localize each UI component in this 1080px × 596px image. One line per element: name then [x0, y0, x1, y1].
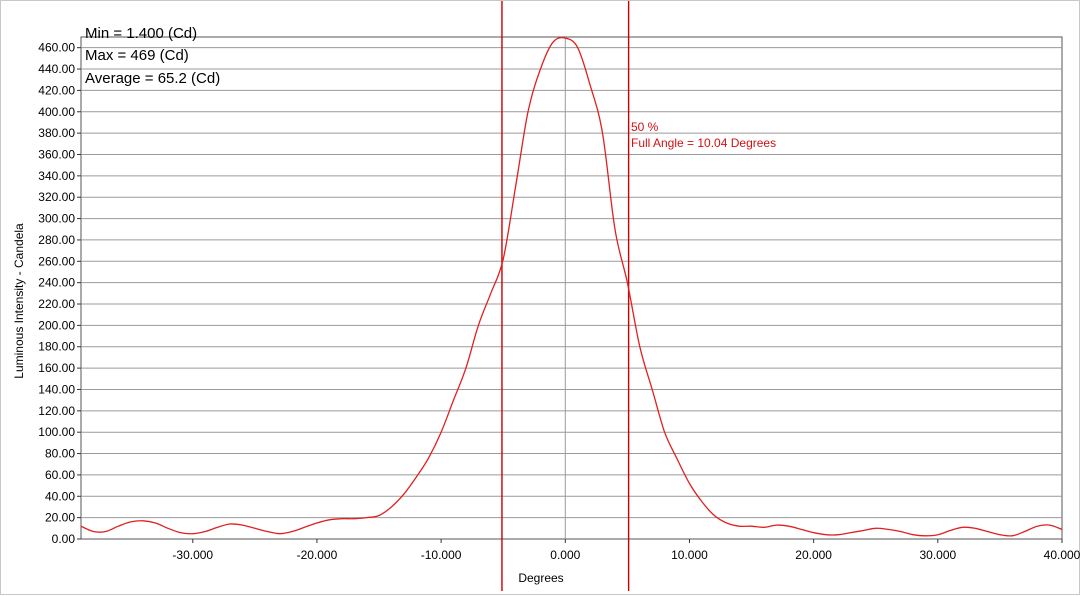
- y-tick-label: 380.00: [38, 126, 75, 140]
- y-tick-label: 180.00: [38, 340, 75, 354]
- y-tick-label: 140.00: [38, 382, 75, 396]
- y-tick-label: 220.00: [38, 297, 75, 311]
- y-tick-label: 360.00: [38, 147, 75, 161]
- x-axis-label: Degrees: [518, 571, 564, 585]
- y-tick-label: 60.00: [45, 468, 75, 482]
- x-tick-label: 20.000: [795, 548, 832, 562]
- y-tick-label: 200.00: [38, 318, 75, 332]
- y-tick-label: 400.00: [38, 105, 75, 119]
- y-tick-label: 280.00: [38, 233, 75, 247]
- y-tick-label: 320.00: [38, 190, 75, 204]
- x-tick-label: 0.000: [550, 548, 580, 562]
- x-tick-label: -10.000: [421, 548, 462, 562]
- y-tick-label: 0.00: [52, 532, 76, 546]
- y-tick-label: 20.00: [45, 511, 75, 525]
- y-axis-label: Luminous Intensity - Candela: [12, 223, 26, 379]
- intensity-curve: [80, 37, 1063, 537]
- x-tick-label: 30.000: [919, 548, 956, 562]
- x-tick-label: 40.000: [1044, 548, 1080, 562]
- stat-min: Min = 1.400 (Cd): [85, 25, 198, 42]
- y-tick-label: 80.00: [45, 447, 75, 461]
- y-tick-label: 40.00: [45, 489, 75, 503]
- y-tick-label: 120.00: [38, 404, 75, 418]
- stat-max: Max = 469 (Cd): [85, 47, 189, 64]
- x-tick-label: -20.000: [297, 548, 338, 562]
- y-tick-label: 100.00: [38, 425, 75, 439]
- y-tick-label: 300.00: [38, 212, 75, 226]
- y-tick-label: 340.00: [38, 169, 75, 183]
- full-angle-annotation: Full Angle = 10.04 Degrees: [631, 136, 777, 150]
- x-tick-label: -30.000: [172, 548, 213, 562]
- x-tick-label: 10.000: [671, 548, 708, 562]
- y-tick-label: 420.00: [38, 83, 75, 97]
- y-tick-label: 160.00: [38, 361, 75, 375]
- y-tick-label: 460.00: [38, 41, 75, 55]
- stat-average: Average = 65.2 (Cd): [85, 70, 221, 87]
- half-max-annotation: 50 %: [631, 120, 659, 134]
- y-tick-label: 260.00: [38, 254, 75, 268]
- plot-area: [80, 36, 1063, 540]
- y-tick-label: 440.00: [38, 62, 75, 76]
- y-tick-label: 240.00: [38, 276, 75, 290]
